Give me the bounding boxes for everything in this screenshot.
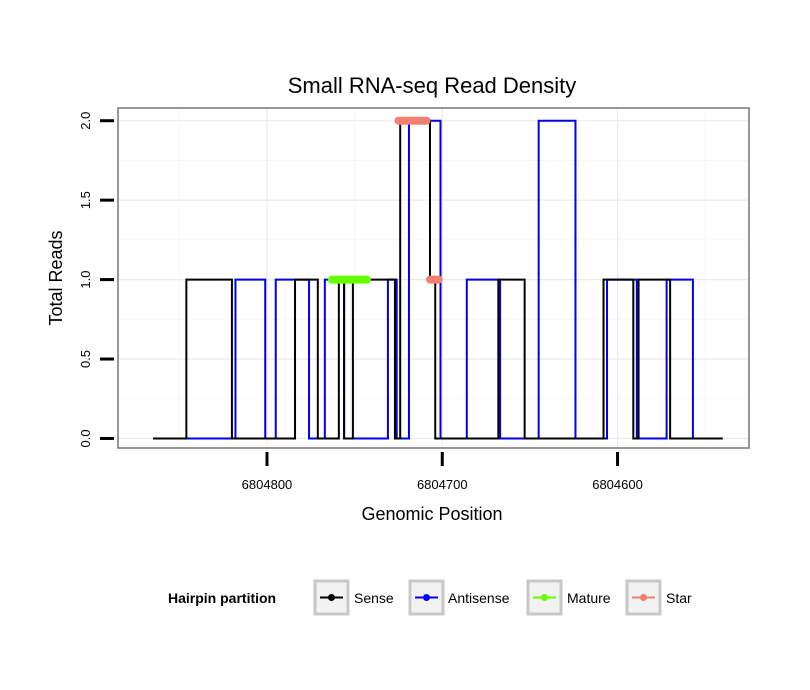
legend-label-antisense: Antisense xyxy=(448,590,510,606)
legend-dot-mature xyxy=(541,594,548,601)
series-sense-line xyxy=(153,119,723,440)
legend-label-star: Star xyxy=(666,590,692,606)
chart-title: Small RNA-seq Read Density xyxy=(288,73,577,98)
x-tick-label: 6804600 xyxy=(592,477,643,492)
x-axis: 6804800 6804700 6804600 xyxy=(242,452,643,492)
series-lines xyxy=(153,116,723,440)
plot-border xyxy=(117,107,750,449)
y-tick-label: 1.0 xyxy=(78,271,93,289)
legend-dot-sense xyxy=(328,594,335,601)
x-tick-label: 6804800 xyxy=(242,477,293,492)
legend-dot-antisense xyxy=(423,594,430,601)
y-axis-label: Total Reads xyxy=(46,230,66,325)
y-tick-label: 1.5 xyxy=(78,191,93,209)
y-tick-label: 0.0 xyxy=(78,429,93,447)
legend-title: Hairpin partition xyxy=(168,590,276,606)
y-tick-label: 0.5 xyxy=(78,350,93,368)
x-axis-label: Genomic Position xyxy=(361,504,502,524)
plot-panel xyxy=(117,107,750,449)
legend: Hairpin partition Sense Antisense Mature St… xyxy=(168,579,692,616)
grid-lines xyxy=(118,108,749,448)
y-tick-label: 2.0 xyxy=(78,112,93,130)
legend-label-sense: Sense xyxy=(354,590,394,606)
x-tick-label: 6804700 xyxy=(417,477,468,492)
legend-label-mature: Mature xyxy=(567,590,611,606)
legend-dot-star xyxy=(640,594,647,601)
y-axis: 0.0 0.5 1.0 1.5 2.0 xyxy=(78,112,114,448)
